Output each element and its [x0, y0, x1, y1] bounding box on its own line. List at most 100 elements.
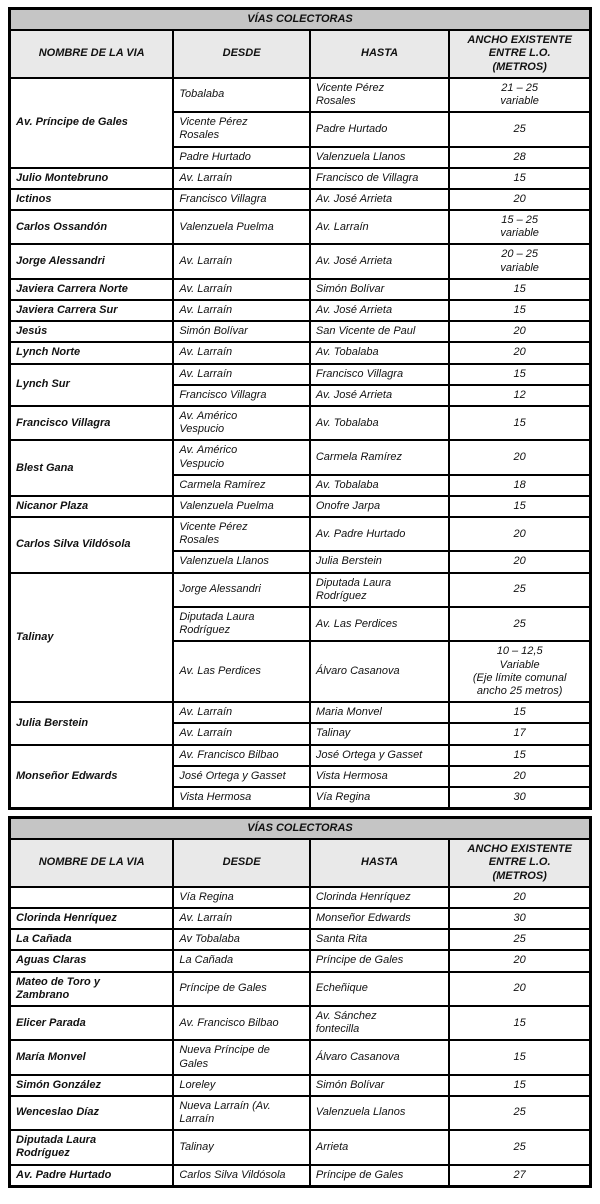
cell-desde: Valenzuela Puelma — [172, 494, 311, 519]
table-row: Monseñor Edwards Av. Francisco Bilbao José… — [8, 743, 592, 810]
table-row: Vía Regina Clorinda Henríquez 20 — [8, 885, 592, 910]
cell-desde: Av. Larraín — [172, 243, 311, 280]
cell-nombre: Javiera Carrera Norte — [8, 277, 175, 302]
table-row: José Ortega y Gasset Vista Hermosa 20 — [10, 764, 592, 788]
cell-ancho: 27 — [448, 1163, 592, 1188]
cell-desde: Valenzuela Puelma — [172, 209, 311, 246]
cell-desde: Padre Hurtado — [172, 145, 311, 169]
vias-colectoras-table-1: VÍAS COLECTORAS NOMBRE DE LA VIA DESDE HAST… — [8, 7, 592, 811]
table-title-row: VÍAS COLECTORAS — [8, 816, 592, 841]
table-row: Ictinos Francisco Villagra Av. José Arriet… — [8, 187, 592, 212]
cell-hasta: Francisco de Villagra — [308, 166, 451, 190]
cell-hasta: Monseñor Edwards — [308, 906, 451, 931]
cell-desde: Talinay — [172, 1129, 311, 1166]
cell-nombre: Carlos Silva Vildósola — [8, 516, 175, 574]
cell-hasta: Príncipe de Gales — [308, 949, 451, 973]
cell-desde: Av. Larraín — [172, 341, 311, 365]
cell-nombre: Clorinda Henríquez — [8, 906, 175, 931]
cell-hasta: Av. Las Perdices — [308, 605, 451, 643]
cell-nombre: Jorge Alessandri — [8, 243, 175, 280]
table-row: Av. Las Perdices Álvaro Casanova 10 – 12,5… — [10, 640, 592, 704]
column-header-1: DESDE — [172, 29, 311, 79]
cell-desde: Av. Francisco Bilbao — [172, 743, 311, 767]
cell-nombre: Av. Padre Hurtado — [8, 1163, 175, 1188]
table-row: Clorinda Henríquez Av. Larraín Monseñor Ed… — [8, 906, 592, 931]
cell-nombre: Wenceslao Díaz — [8, 1094, 175, 1132]
cell-hasta: Talinay — [308, 722, 451, 746]
cell-desde: Av Tobalaba — [172, 928, 311, 952]
table-body: Av. Príncipe de Gales Tobalaba Vicente Pér… — [8, 76, 592, 810]
cell-hasta: Av. Sánchez fontecilla — [308, 1004, 451, 1042]
cell-hasta: Av. José Arrieta — [308, 187, 451, 212]
cell-ancho: 25 — [448, 111, 592, 148]
cell-ancho: 20 — [448, 550, 592, 574]
table-row: Javiera Carrera Norte Av. Larraín Simón Bo… — [8, 277, 592, 302]
cell-nombre: La Cañada — [8, 928, 175, 952]
table-row: Blest Gana Av. Américo Vespucio Carmela Ra… — [8, 439, 592, 497]
cell-desde: Av. Américo Vespucio — [172, 439, 311, 476]
table-row: Javiera Carrera Sur Av. Larraín Av. José A… — [8, 298, 592, 323]
cell-desde: Vista Hermosa — [172, 785, 311, 810]
cell-ancho: 15 – 25 variable — [448, 209, 592, 246]
cell-nombre: Nicanor Plaza — [8, 494, 175, 519]
table-title: VÍAS COLECTORAS — [8, 7, 592, 32]
table-row: La Cañada Av Tobalaba Santa Rita 25 — [8, 928, 592, 952]
cell-nombre: María Monvel — [8, 1039, 175, 1076]
cell-hasta: San Vicente de Paul — [308, 320, 451, 344]
table-row: Av. Padre Hurtado Carlos Silva Vildósola P… — [8, 1163, 592, 1188]
table-row: Jesús Simón Bolívar San Vicente de Paul 20 — [8, 320, 592, 344]
cell-nombre: Monseñor Edwards — [8, 743, 175, 810]
cell-ancho: 20 – 25 variable — [448, 243, 592, 280]
cell-hasta: Carmela Ramírez — [308, 439, 451, 476]
cell-desde: Av. Larraín — [172, 722, 311, 746]
cell-nombre: Lynch Norte — [8, 341, 175, 365]
cell-hasta: Valenzuela Llanos — [308, 145, 451, 169]
cell-nombre: Diputada Laura Rodríguez — [8, 1129, 175, 1166]
table-row: Talinay Jorge Alessandri Diputada Laura Ro… — [8, 571, 592, 704]
cell-desde: Av. Larraín — [172, 906, 311, 931]
cell-nombre: Julia Berstein — [8, 701, 175, 746]
cell-desde: Av. Larraín — [172, 362, 311, 386]
cell-ancho: 20 — [448, 516, 592, 553]
table-header: VÍAS COLECTORAS NOMBRE DE LA VIA DESDE HAST… — [8, 816, 592, 888]
cell-desde: Francisco Villagra — [172, 383, 311, 407]
cell-nombre: Simón González — [8, 1073, 175, 1097]
table-row: Aguas Claras La Cañada Príncipe de Gales 20 — [8, 949, 592, 973]
table-row: Lynch Norte Av. Larraín Av. Tobalaba 20 — [8, 341, 592, 365]
cell-hasta: Av. José Arrieta — [308, 243, 451, 280]
cell-ancho: 20 — [448, 970, 592, 1007]
table-body: Vía Regina Clorinda Henríquez 20 Clorinda H… — [8, 885, 592, 1188]
table-row: Wenceslao Díaz Nueva Larraín (Av. Larraín… — [8, 1094, 592, 1132]
cell-desde: Simón Bolívar — [172, 320, 311, 344]
cell-hasta: Valenzuela Llanos — [308, 1094, 451, 1132]
table-row: Diputada Laura Rodríguez Talinay Arrieta 25 — [8, 1129, 592, 1166]
table-row: Carlos Ossandón Valenzuela Puelma Av. Larr… — [8, 209, 592, 246]
cell-ancho: 15 — [448, 1073, 592, 1097]
cell-hasta: Simón Bolívar — [308, 277, 451, 302]
cell-ancho: 20 — [448, 949, 592, 973]
table-row: Elicer Parada Av. Francisco Bilbao Av. Sán… — [8, 1004, 592, 1042]
cell-desde: Av. Larraín — [172, 298, 311, 323]
cell-ancho: 25 — [448, 1094, 592, 1132]
table-row: Simón González Loreley Simón Bolívar 15 — [8, 1073, 592, 1097]
cell-hasta: Arrieta — [308, 1129, 451, 1166]
table-row: Vista Hermosa Vía Regina 30 — [10, 785, 592, 810]
cell-nombre: Elicer Parada — [8, 1004, 175, 1042]
cell-nombre: Carlos Ossandón — [8, 209, 175, 246]
table-row: Nicanor Plaza Valenzuela Puelma Onofre Jar… — [8, 494, 592, 519]
cell-desde: Vicente Pérez Rosales — [172, 111, 311, 148]
column-header-row: NOMBRE DE LA VIA DESDE HASTA ANCHO EXISTENT… — [8, 838, 592, 888]
table-row: Carlos Silva Vildósola Vicente Pérez Rosa… — [8, 516, 592, 574]
cell-desde: La Cañada — [172, 949, 311, 973]
cell-desde: Vicente Pérez Rosales — [172, 516, 311, 553]
column-header-3: ANCHO EXISTENTE ENTRE L.O. (METROS) — [448, 838, 592, 888]
cell-nombre: Francisco Villagra — [8, 404, 175, 442]
document-page: VÍAS COLECTORAS NOMBRE DE LA VIA DESDE HAST… — [8, 7, 592, 1188]
cell-ancho: 15 — [448, 1039, 592, 1076]
cell-ancho: 28 — [448, 145, 592, 169]
table-row: Francisco Villagra Av. Américo Vespucio Av… — [8, 404, 592, 442]
column-header-row: NOMBRE DE LA VIA DESDE HASTA ANCHO EXISTENT… — [8, 29, 592, 79]
cell-hasta: Vía Regina — [308, 785, 451, 810]
cell-hasta: Av. Larraín — [308, 209, 451, 246]
column-header-0: NOMBRE DE LA VIA — [8, 838, 175, 888]
